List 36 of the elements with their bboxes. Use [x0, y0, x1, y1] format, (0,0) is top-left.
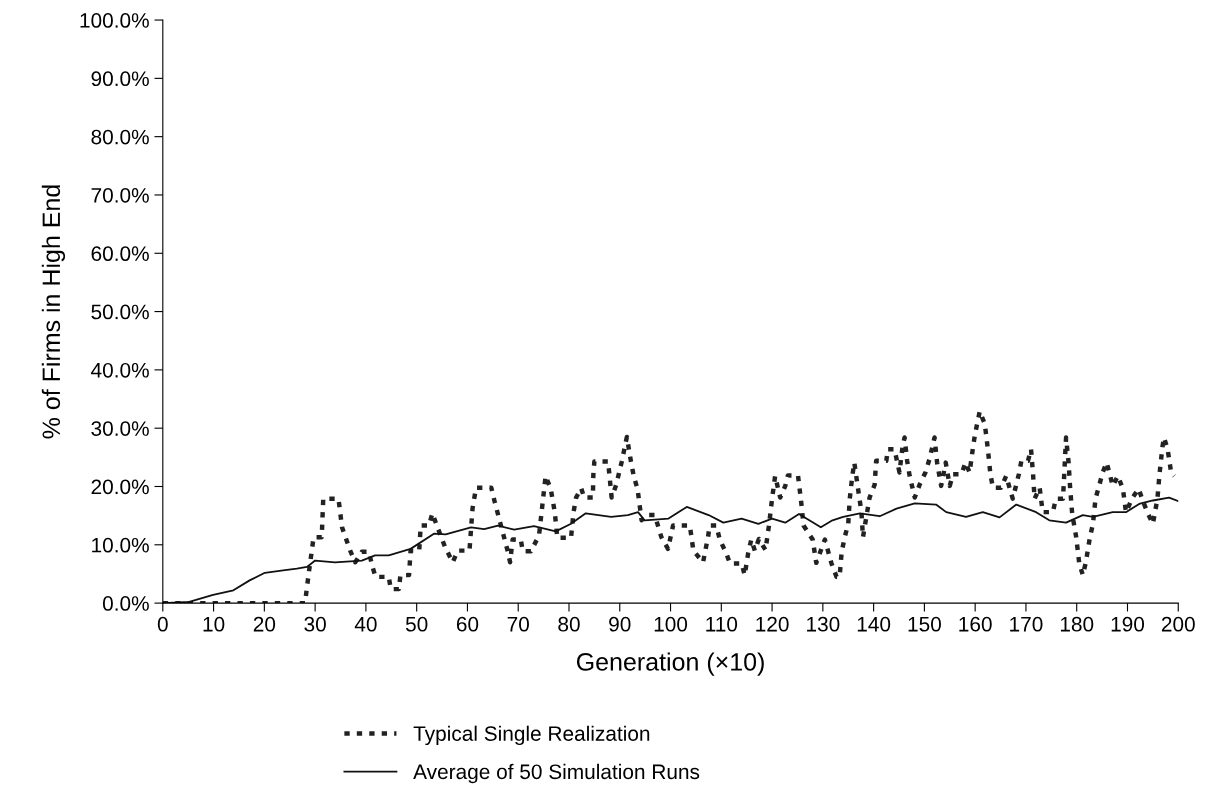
x-tick-label: 170: [1010, 616, 1043, 632]
y-tick-label: 50.0%: [91, 304, 149, 320]
x-tick-label: 110: [706, 616, 738, 632]
y-tick-label: 0.0%: [102, 596, 149, 611]
y-tick-label: 70.0%: [91, 187, 149, 203]
x-tick-label: 70: [507, 616, 529, 632]
y-tick-label: 100.0%: [80, 13, 149, 28]
x-tick-label: 180: [1060, 616, 1094, 632]
x-axis-title: Generation (×10): [576, 652, 764, 676]
x-tick-label: 80: [558, 616, 580, 632]
y-axis-title: % of Firms in High End: [41, 185, 66, 439]
x-tick-label: 100: [654, 616, 688, 632]
x-tick-label: 140: [857, 616, 891, 632]
x-tick-label: 0: [157, 616, 168, 632]
y-tick-label: 60.0%: [91, 246, 149, 262]
x-tick-label: 160: [959, 616, 992, 632]
y-tick-label: 20.0%: [91, 479, 149, 495]
x-tick-label: 60: [456, 616, 479, 632]
x-tick-label: 120: [756, 616, 789, 632]
y-tick-label: 30.0%: [91, 421, 149, 436]
x-tick-label: 10: [203, 616, 225, 632]
x-tick-label: 190: [1111, 616, 1145, 632]
x-tick-label: 90: [609, 616, 631, 632]
y-tick-label: 40.0%: [91, 362, 149, 378]
x-tick-label: 130: [807, 616, 840, 632]
x-tick-label: 20: [253, 616, 276, 632]
legend-label: Typical Single Realization: [413, 725, 650, 746]
x-tick-label: 40: [354, 616, 377, 632]
y-tick-label: 10.0%: [92, 537, 149, 553]
legend-label: Average of 50 Simulation Runs: [413, 763, 700, 784]
y-tick-label: 90.0%: [91, 71, 149, 87]
x-tick-label: 200: [1161, 616, 1195, 632]
x-tick-label: 150: [908, 616, 941, 632]
x-tick-label: 50: [405, 616, 428, 632]
x-tick-label: 30: [304, 616, 326, 632]
y-tick-label: 80.0%: [91, 129, 149, 145]
